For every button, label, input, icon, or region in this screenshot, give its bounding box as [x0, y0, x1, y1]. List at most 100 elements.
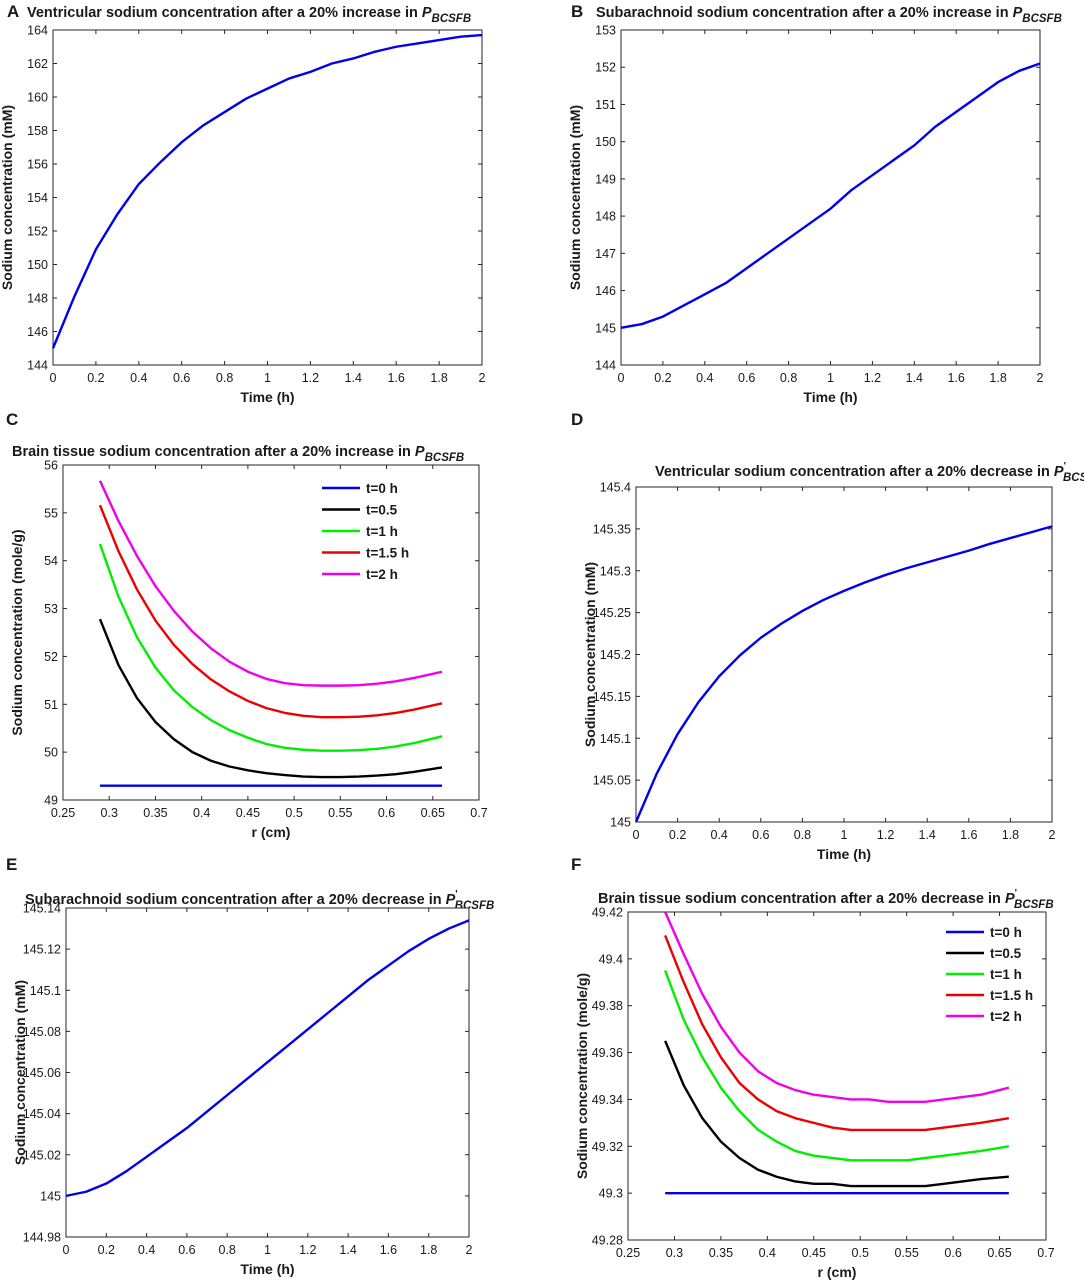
- chart-title: Subarachnoid sodium concentration after …: [25, 889, 494, 912]
- y-tick-label: 160: [27, 91, 48, 105]
- legend-label: t=1.5 h: [366, 546, 409, 561]
- y-tick-label: 145.3: [600, 564, 631, 578]
- legend-label: t=0 h: [990, 925, 1022, 940]
- chart-title-subscript: BCSFB: [425, 452, 465, 464]
- plot-area: [627, 911, 1047, 1241]
- y-tick-label: 154: [27, 191, 48, 205]
- y-tick-label: 49: [44, 794, 58, 808]
- x-tick-label: 1.6: [960, 828, 977, 842]
- series-line-t-1-h: [664, 970, 1010, 1162]
- y-tick-label: 49.36: [592, 1046, 623, 1060]
- y-tick-label: 146: [595, 284, 616, 298]
- y-tick-label: 150: [27, 258, 48, 272]
- y-tick-label: 151: [595, 98, 616, 112]
- x-tick-label: 2: [1037, 371, 1044, 385]
- x-tick-label: 0: [633, 828, 640, 842]
- y-tick-label: 144: [595, 359, 616, 373]
- y-tick-label: 162: [27, 57, 48, 71]
- x-tick-label: 0.55: [328, 806, 352, 820]
- y-tick-label: 145.1: [30, 984, 61, 998]
- x-tick-label: 0.2: [98, 1243, 115, 1257]
- x-tick-label: 1.8: [1002, 828, 1019, 842]
- series-line-t-1-5-h: [98, 504, 443, 719]
- chart-title: Brain tissue sodium concentration after …: [12, 444, 464, 464]
- x-tick-label: 1.8: [989, 371, 1006, 385]
- legend-label: t=1 h: [366, 524, 398, 539]
- x-tick-label: 1.6: [380, 1243, 397, 1257]
- series-line-subarachnoid: [65, 919, 470, 1198]
- x-tick-label: 0.2: [87, 371, 104, 385]
- y-tick-label: 164: [27, 24, 48, 38]
- x-tick-label: 0.6: [178, 1243, 195, 1257]
- series-line-t-0-5: [664, 1040, 1009, 1188]
- x-tick-label: 0.4: [711, 828, 728, 842]
- chart-title-subscript: BCSFB: [1063, 472, 1084, 484]
- x-tick-label: 1.4: [919, 828, 936, 842]
- x-tick-label: 0.8: [219, 1243, 236, 1257]
- x-tick-label: 0.6: [173, 371, 190, 385]
- x-tick-label: 2: [1049, 828, 1056, 842]
- y-tick-label: 49.34: [592, 1093, 623, 1107]
- x-tick-label: 0.2: [654, 371, 671, 385]
- x-tick-label: 0.7: [470, 806, 487, 820]
- x-tick-label: 1: [841, 828, 848, 842]
- x-axis-label: r (cm): [252, 824, 291, 840]
- series-line-t-1-h: [98, 543, 443, 752]
- x-tick-label: 0.6: [752, 828, 769, 842]
- panel-label: F: [571, 855, 581, 874]
- x-tick-label: 1.6: [388, 371, 405, 385]
- x-tick-label: 0.3: [666, 1246, 683, 1260]
- x-tick-label: 1.4: [339, 1243, 356, 1257]
- x-tick-label: 0.65: [987, 1246, 1011, 1260]
- legend-label: t=2 h: [990, 1009, 1022, 1024]
- y-tick-label: 145.05: [593, 774, 631, 788]
- x-tick-label: 0.4: [759, 1246, 776, 1260]
- legend: t=0 h t=0.5 t=1 h t=1.5 h t=2 h: [322, 481, 409, 582]
- x-tick-label: 1.4: [906, 371, 923, 385]
- y-tick-label: 49.3: [599, 1187, 623, 1201]
- chart-title-text: Brain tissue sodium concentration after …: [598, 891, 1005, 907]
- chart-title-symbol: P: [446, 892, 456, 908]
- chart-title-text: Brain tissue sodium concentration after …: [12, 444, 415, 460]
- chart-title: Ventricular sodium concentration after a…: [655, 461, 1084, 484]
- panel-label: B: [571, 2, 583, 21]
- panel-label: E: [6, 855, 17, 874]
- chart-title-prime: ': [455, 889, 457, 900]
- x-tick-label: 0.45: [236, 806, 260, 820]
- x-tick-label: 0.4: [138, 1243, 155, 1257]
- y-tick-label: 152: [27, 225, 48, 239]
- y-tick-label: 49.38: [592, 999, 623, 1013]
- chart-title: Brain tissue sodium concentration after …: [598, 888, 1054, 911]
- x-axis-label: Time (h): [240, 389, 294, 405]
- legend-label: t=2 h: [366, 567, 398, 582]
- x-tick-label: 0.25: [51, 806, 75, 820]
- y-axis-label: Sodium concentration (mM): [12, 980, 28, 1165]
- panel-label: A: [7, 2, 19, 21]
- y-tick-label: 149: [595, 172, 616, 186]
- x-tick-label: 1.8: [430, 371, 447, 385]
- panel-label: C: [6, 410, 18, 429]
- y-tick-label: 145.02: [23, 1148, 61, 1162]
- y-tick-label: 145.14: [23, 902, 61, 916]
- x-axis-label: Time (h): [240, 1261, 294, 1277]
- chart-title-text: Ventricular sodium concentration after a…: [655, 464, 1054, 480]
- x-tick-label: 0.55: [894, 1246, 918, 1260]
- y-tick-label: 150: [595, 135, 616, 149]
- legend-label: t=0 h: [366, 481, 398, 496]
- x-tick-label: 0.2: [669, 828, 686, 842]
- y-axis-label: Sodium concentration (mole/g): [574, 973, 590, 1179]
- y-tick-label: 156: [27, 158, 48, 172]
- y-tick-label: 56: [44, 459, 58, 473]
- y-axis-label: Sodium concentration (mole/g): [9, 529, 25, 735]
- x-tick-label: 0.5: [852, 1246, 869, 1260]
- x-tick-label: 2: [479, 371, 486, 385]
- x-tick-label: 0.45: [802, 1246, 826, 1260]
- x-tick-label: 0.8: [216, 371, 233, 385]
- y-tick-label: 54: [44, 554, 58, 568]
- x-tick-label: 0.35: [143, 806, 167, 820]
- plot-area: [65, 907, 470, 1238]
- y-tick-label: 152: [595, 61, 616, 75]
- plot-area: [620, 29, 1041, 366]
- x-tick-label: 0.7: [1037, 1246, 1054, 1260]
